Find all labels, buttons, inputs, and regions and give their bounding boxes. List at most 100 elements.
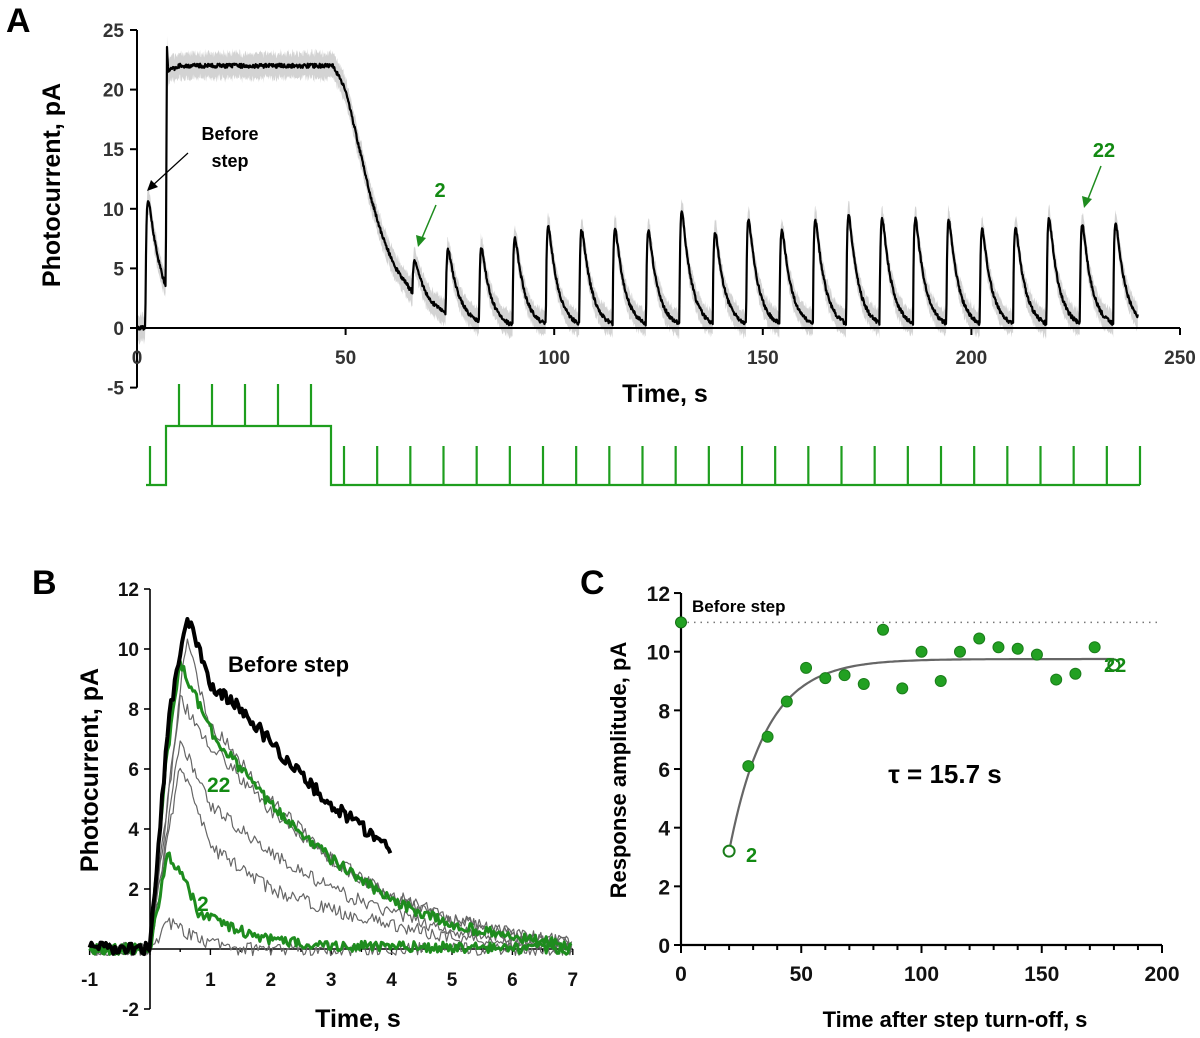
sem-shading [137, 35, 1138, 345]
y-tick-label: 8 [128, 700, 139, 721]
x-tick-label: 0 [132, 348, 143, 369]
flash-22-arrow [1082, 165, 1102, 208]
data-point [838, 669, 851, 682]
x-tick-label: 100 [538, 348, 570, 369]
y-tick-label: 25 [103, 21, 125, 42]
x-tick-label: 4 [386, 970, 397, 991]
x-tick-label: 250 [1164, 348, 1196, 369]
before-step-point [675, 616, 687, 629]
y-tick-label: 4 [658, 818, 670, 841]
x-tick-label: 200 [1144, 963, 1179, 986]
x-tick-label: 5 [447, 970, 458, 991]
x-tick-label: 200 [956, 348, 988, 369]
data-point [800, 661, 813, 674]
trace-intermediate [89, 767, 573, 957]
trace-before-step [87, 617, 393, 956]
panel-label-a: A [6, 2, 31, 40]
panel-b-x-title: Time, s [315, 1005, 401, 1033]
panel-c-y-title: Response amplitude, pA [606, 642, 631, 899]
y-tick-label: 20 [103, 81, 124, 102]
trace-2 [88, 851, 573, 956]
trace-22-label: 22 [207, 774, 230, 797]
x-tick-label: 2 [266, 970, 277, 991]
data-point [857, 677, 870, 690]
open-data-point [1107, 658, 1121, 672]
trace-intermediate [89, 694, 573, 956]
x-tick-label: 0 [675, 963, 687, 986]
before-step-trace-label: Before step [228, 652, 349, 677]
data-point [819, 672, 832, 685]
x-tick-label: 150 [1024, 963, 1059, 986]
point-2-label: 2 [746, 845, 757, 867]
flash-2-annotation: 2 [434, 180, 445, 202]
panel-a-x-title: Time, s [622, 380, 708, 408]
data-point [896, 682, 909, 695]
data-point [992, 641, 1005, 654]
before-step-line-label: Before step [692, 597, 786, 616]
before-step-arrow [147, 152, 189, 191]
data-point [915, 645, 928, 658]
x-tick-label: 3 [326, 970, 337, 991]
before-step-annotation-line1: Before [201, 124, 258, 144]
y-tick-label: 4 [128, 820, 139, 841]
x-tick-label: 50 [335, 348, 356, 369]
x-tick-label: -1 [81, 970, 98, 991]
x-tick-label: 6 [507, 970, 518, 991]
stimulus-protocol [146, 384, 1142, 487]
y-tick-label: 0 [658, 935, 670, 958]
y-tick-label: 10 [118, 640, 139, 661]
x-tick-label: 1 [205, 970, 216, 991]
y-tick-label: 6 [128, 760, 139, 781]
exponential-fit-curve [728, 657, 1114, 852]
y-tick-label: 2 [128, 880, 139, 901]
y-tick-label: 0 [113, 319, 124, 340]
panel-c-x-title: Time after step turn-off, s [823, 1007, 1088, 1032]
open-data-point [722, 844, 736, 858]
x-tick-label: 7 [568, 970, 579, 991]
x-tick-label: 100 [904, 963, 939, 986]
mean-trace [136, 45, 1139, 331]
data-point [1088, 641, 1101, 654]
panel-label-b: B [32, 564, 57, 602]
data-point [761, 730, 774, 743]
x-tick-label: 150 [747, 348, 779, 369]
flash-22-annotation: 22 [1093, 140, 1115, 162]
panel-b-y-title: Photocurrent, pA [76, 668, 104, 872]
flash-2-arrow [416, 204, 437, 247]
data-point [973, 632, 986, 645]
y-tick-label: -5 [107, 379, 124, 400]
data-point [742, 760, 755, 773]
data-point [1069, 667, 1082, 680]
panel-a-y-title: Photocurrent, pA [38, 83, 66, 287]
x-tick-label: 50 [790, 963, 813, 986]
trace-22 [88, 659, 573, 956]
y-tick-label: 12 [647, 583, 670, 606]
panel-c-marks [675, 616, 1162, 858]
photocurrent-trace [136, 45, 1139, 331]
panel-label-c: C [580, 564, 605, 602]
y-tick-label: 15 [103, 140, 125, 161]
stimulus-step [146, 424, 1140, 487]
trace-2-label: 2 [197, 893, 209, 916]
data-point [1030, 648, 1043, 661]
y-tick-label: 6 [658, 759, 670, 782]
sem-band [137, 35, 1138, 345]
data-point [1011, 642, 1024, 655]
point-22-label: 22 [1104, 655, 1126, 677]
data-point [953, 645, 966, 658]
before-step-annotation-line2: step [211, 151, 248, 171]
data-point [1050, 673, 1063, 686]
y-tick-label: 8 [658, 700, 670, 723]
y-tick-label: 10 [103, 200, 124, 221]
data-point [934, 675, 947, 688]
tau-label: τ = 15.7 s [888, 759, 1002, 789]
panel-b-traces [87, 617, 573, 957]
y-tick-label: 10 [647, 642, 670, 665]
